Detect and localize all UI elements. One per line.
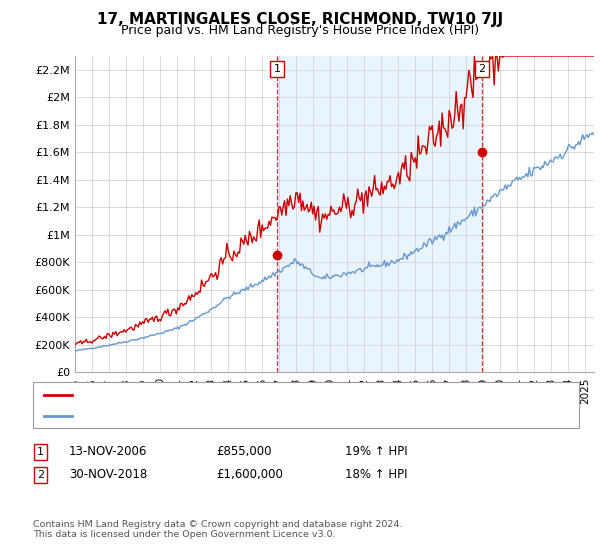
Text: Price paid vs. HM Land Registry's House Price Index (HPI): Price paid vs. HM Land Registry's House … [121, 24, 479, 37]
Text: 17, MARTINGALES CLOSE, RICHMOND, TW10 7JJ (detached house): 17, MARTINGALES CLOSE, RICHMOND, TW10 7J… [76, 390, 419, 400]
Text: 1: 1 [274, 64, 280, 74]
Text: HPI: Average price, detached house, Richmond upon Thames: HPI: Average price, detached house, Rich… [76, 411, 395, 421]
Text: 13-NOV-2006: 13-NOV-2006 [69, 445, 148, 459]
Text: Contains HM Land Registry data © Crown copyright and database right 2024.
This d: Contains HM Land Registry data © Crown c… [33, 520, 403, 539]
Text: 1: 1 [37, 447, 44, 457]
Text: 17, MARTINGALES CLOSE, RICHMOND, TW10 7JJ: 17, MARTINGALES CLOSE, RICHMOND, TW10 7J… [97, 12, 503, 27]
Text: 2: 2 [478, 64, 485, 74]
Text: £1,600,000: £1,600,000 [216, 468, 283, 482]
Text: 2: 2 [37, 470, 44, 480]
Text: 19% ↑ HPI: 19% ↑ HPI [345, 445, 407, 459]
Text: £855,000: £855,000 [216, 445, 271, 459]
Text: 18% ↑ HPI: 18% ↑ HPI [345, 468, 407, 482]
Bar [277, 56, 482, 372]
Text: 30-NOV-2018: 30-NOV-2018 [69, 468, 147, 482]
